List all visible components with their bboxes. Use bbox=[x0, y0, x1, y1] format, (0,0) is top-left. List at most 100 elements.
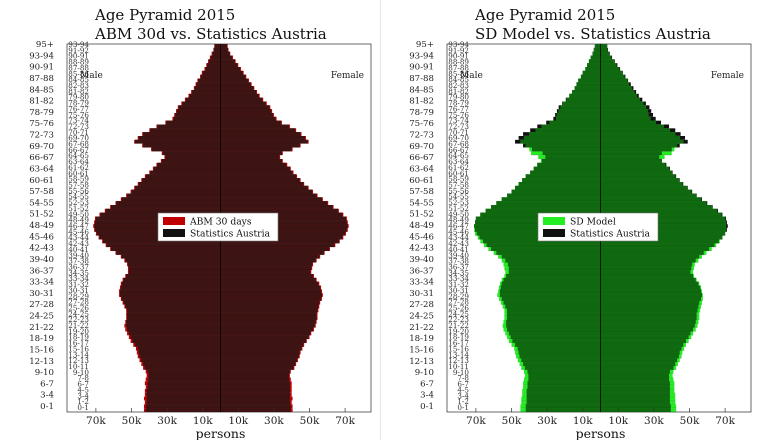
age-label-inner: 4-5 bbox=[457, 385, 469, 394]
bar-overlap-male bbox=[519, 354, 601, 359]
bar-overlap-male bbox=[527, 369, 601, 374]
age-label-inner: 22-23 bbox=[68, 315, 89, 324]
age-label-inner: 43-44 bbox=[68, 233, 89, 242]
bar-overlap-male bbox=[531, 147, 601, 152]
bar-overlap-male bbox=[116, 251, 221, 255]
bar-overlap-female bbox=[220, 358, 298, 363]
bar-overlap-female bbox=[220, 55, 233, 60]
bar-overlap-female bbox=[220, 231, 346, 236]
age-label-outer: 66-67 bbox=[409, 153, 434, 163]
bar-overlap-female bbox=[220, 44, 228, 48]
legend-swatch bbox=[543, 217, 565, 225]
bar-overlap-female bbox=[600, 201, 707, 205]
bar-overlap-male bbox=[542, 151, 601, 156]
bar-overlap-male bbox=[162, 151, 221, 156]
age-label-outer: 21-22 bbox=[29, 323, 54, 333]
bar-overlap-male bbox=[588, 59, 601, 64]
bar-overlap-male bbox=[128, 331, 221, 336]
age-label-outer: 63-64 bbox=[409, 164, 434, 174]
bar-overlap-female bbox=[600, 369, 670, 374]
bar-overlap-male bbox=[560, 105, 601, 110]
age-label-inner: 57-58 bbox=[68, 181, 89, 190]
bar-overlap-male bbox=[501, 281, 601, 286]
age-label-inner: 9-10 bbox=[453, 368, 470, 377]
bar-overlap-female bbox=[220, 392, 290, 397]
age-label-inner: 48-49 bbox=[448, 216, 469, 225]
age-label-inner: 85-86 bbox=[448, 69, 469, 78]
age-label-inner: 69-70 bbox=[448, 134, 469, 143]
bar-overlap-female bbox=[600, 339, 686, 343]
bar-overlap-female bbox=[600, 159, 662, 163]
bar-overlap-male bbox=[526, 389, 601, 393]
bar-overlap-female bbox=[600, 67, 620, 71]
age-label-outer: 42-43 bbox=[29, 244, 54, 254]
bar-overlap-female bbox=[600, 74, 625, 79]
female-label: Female bbox=[711, 71, 744, 81]
bar-overlap-male bbox=[512, 339, 601, 343]
bar-overlap-female bbox=[220, 300, 320, 305]
bar-overlap-male bbox=[210, 55, 221, 60]
bar-overlap-female bbox=[600, 151, 662, 156]
bar-overlap-male bbox=[185, 97, 221, 102]
age-label-inner: 54-55 bbox=[68, 192, 89, 201]
bar-overlap-female bbox=[220, 346, 302, 351]
bar-overlap-male bbox=[474, 224, 601, 228]
bar-overlap-female bbox=[220, 166, 290, 171]
bar-overlap-male bbox=[127, 316, 221, 320]
bar-overlap-female bbox=[600, 216, 726, 221]
bar-overlap-male bbox=[580, 74, 601, 79]
bar-overlap-female bbox=[220, 385, 290, 389]
age-label-inner: 93-94 bbox=[448, 40, 469, 49]
bar-overlap-female bbox=[220, 362, 296, 366]
bar-overlap-female bbox=[220, 47, 228, 52]
age-label-outer: 42-43 bbox=[409, 244, 434, 254]
bar-overlap-male bbox=[127, 193, 221, 198]
bar-overlap-male bbox=[126, 320, 221, 324]
bar-overlap-female bbox=[220, 354, 299, 359]
age-label-outer: 93-94 bbox=[409, 51, 434, 61]
bar-overlap-male bbox=[126, 323, 221, 328]
age-label-outer: 95+ bbox=[416, 40, 434, 50]
age-label-inner: 88-89 bbox=[448, 58, 469, 67]
bar-overlap-female bbox=[600, 189, 692, 194]
bar-overlap-female bbox=[600, 373, 670, 378]
bar-overlap-male bbox=[194, 86, 221, 90]
age-label-inner: 93-94 bbox=[68, 40, 89, 49]
bar-overlap-female bbox=[220, 208, 338, 213]
age-label-outer: 15-16 bbox=[409, 345, 434, 355]
age-label-inner: 33-34 bbox=[68, 274, 89, 283]
bar-overlap-female bbox=[600, 93, 637, 98]
bar-overlap-male bbox=[123, 300, 221, 305]
bar-overlap-female bbox=[600, 185, 687, 190]
bar-overlap-female bbox=[600, 350, 680, 355]
x-tick-label: 50k bbox=[122, 415, 142, 427]
age-label-inner: 46-47 bbox=[68, 222, 89, 231]
bar-overlap-female bbox=[600, 243, 715, 248]
bar-overlap-male bbox=[529, 132, 601, 136]
age-label-outer: 81-82 bbox=[409, 97, 434, 107]
bar-overlap-female bbox=[600, 331, 691, 336]
age-label-inner: 79-80 bbox=[448, 93, 469, 102]
bar-overlap-male bbox=[510, 335, 601, 340]
age-label-inner: 66-67 bbox=[448, 145, 469, 154]
bar-overlap-male bbox=[143, 132, 221, 136]
bar-overlap-female bbox=[600, 155, 660, 159]
bar-overlap-male bbox=[146, 389, 221, 393]
age-label-inner: 36-37 bbox=[68, 262, 89, 271]
bar-overlap-female bbox=[600, 44, 607, 48]
bar-overlap-male bbox=[119, 289, 221, 294]
bar-overlap-female bbox=[220, 243, 335, 248]
x-tick-label: 50k bbox=[680, 415, 700, 427]
age-label-outer: 93-94 bbox=[29, 51, 54, 61]
bar-overlap-female bbox=[220, 235, 343, 240]
male-label: Male bbox=[80, 71, 103, 81]
bar-overlap-female bbox=[220, 404, 291, 409]
bar-overlap-male bbox=[518, 182, 601, 186]
bar-overlap-male bbox=[501, 197, 601, 202]
bar-overlap-male bbox=[500, 285, 601, 290]
age-label-outer: 78-79 bbox=[29, 108, 54, 118]
bar-overlap-female bbox=[600, 254, 700, 259]
bar-overlap-female bbox=[600, 358, 678, 363]
age-label-outer: 54-55 bbox=[409, 198, 434, 208]
